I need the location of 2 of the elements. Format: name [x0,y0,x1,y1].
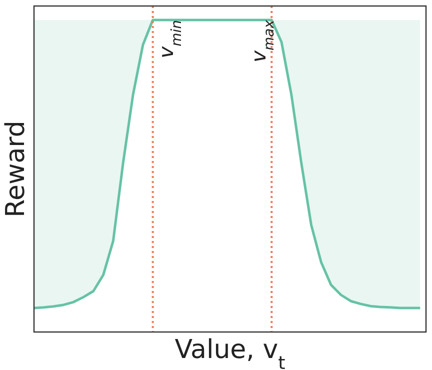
y-axis-title: Reward [1,120,31,218]
x-axis-title: Value, v$_{t}$ [174,335,286,370]
